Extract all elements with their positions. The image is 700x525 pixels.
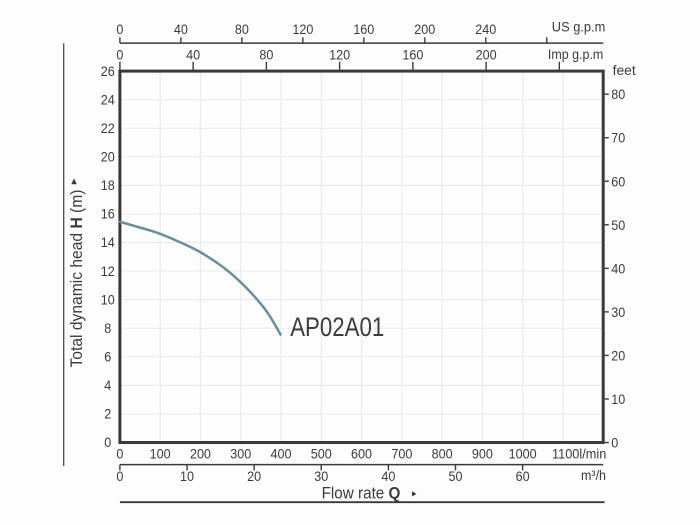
svg-text:Flow rate Q: Flow rate Q — [322, 483, 401, 502]
svg-text:20: 20 — [101, 150, 115, 165]
svg-text:160: 160 — [402, 48, 423, 63]
svg-text:1100l/min: 1100l/min — [552, 446, 606, 461]
svg-text:feet: feet — [613, 62, 636, 78]
svg-text:40: 40 — [611, 261, 625, 276]
svg-text:AP02A01: AP02A01 — [290, 312, 384, 342]
svg-text:US g.p.m: US g.p.m — [552, 19, 606, 35]
svg-text:14: 14 — [101, 235, 116, 250]
svg-text:1000: 1000 — [509, 446, 537, 461]
svg-text:240: 240 — [475, 22, 496, 37]
svg-text:400: 400 — [271, 446, 292, 461]
svg-text:80: 80 — [235, 22, 249, 37]
svg-text:900: 900 — [472, 446, 493, 461]
svg-text:Total dynamic head H (m): Total dynamic head H (m) — [67, 190, 86, 368]
svg-text:500: 500 — [311, 446, 332, 461]
svg-text:200: 200 — [476, 48, 497, 63]
svg-text:120: 120 — [329, 48, 350, 63]
svg-text:50: 50 — [449, 469, 463, 484]
svg-text:50: 50 — [611, 218, 625, 233]
svg-text:40: 40 — [174, 22, 188, 37]
svg-text:20: 20 — [247, 469, 261, 484]
svg-text:160: 160 — [353, 22, 374, 37]
svg-text:2: 2 — [104, 407, 111, 422]
svg-text:10: 10 — [611, 392, 625, 407]
svg-text:12: 12 — [101, 264, 115, 279]
svg-text:200: 200 — [190, 446, 211, 461]
svg-text:70: 70 — [611, 131, 625, 146]
svg-text:4: 4 — [104, 378, 112, 393]
svg-text:120: 120 — [292, 22, 313, 37]
svg-text:10: 10 — [180, 469, 194, 484]
svg-text:m³/h: m³/h — [581, 468, 606, 483]
svg-text:60: 60 — [611, 174, 625, 189]
svg-text:22: 22 — [101, 121, 115, 136]
svg-text:0: 0 — [116, 469, 123, 484]
svg-text:6: 6 — [104, 349, 111, 364]
svg-text:300: 300 — [230, 446, 251, 461]
svg-text:80: 80 — [611, 87, 625, 102]
svg-text:20: 20 — [611, 348, 625, 363]
svg-text:700: 700 — [391, 446, 412, 461]
svg-text:0: 0 — [104, 435, 111, 450]
svg-text:26: 26 — [101, 64, 115, 79]
svg-text:0: 0 — [116, 22, 123, 37]
svg-text:24: 24 — [101, 92, 116, 107]
svg-text:16: 16 — [101, 207, 115, 222]
svg-text:8: 8 — [104, 321, 111, 336]
svg-text:40: 40 — [186, 48, 200, 63]
svg-text:Imp g.p.m: Imp g.p.m — [548, 47, 603, 62]
svg-text:30: 30 — [314, 469, 328, 484]
svg-text:0: 0 — [611, 436, 618, 451]
svg-text:10: 10 — [101, 292, 115, 307]
svg-text:800: 800 — [432, 446, 453, 461]
svg-text:0: 0 — [116, 48, 123, 63]
svg-text:60: 60 — [516, 469, 530, 484]
svg-text:80: 80 — [259, 48, 273, 63]
svg-text:100: 100 — [150, 446, 171, 461]
svg-text:30: 30 — [611, 305, 625, 320]
svg-text:0: 0 — [116, 446, 123, 461]
svg-text:200: 200 — [414, 22, 435, 37]
svg-text:600: 600 — [351, 446, 372, 461]
svg-text:40: 40 — [381, 469, 395, 484]
svg-text:18: 18 — [101, 178, 115, 193]
